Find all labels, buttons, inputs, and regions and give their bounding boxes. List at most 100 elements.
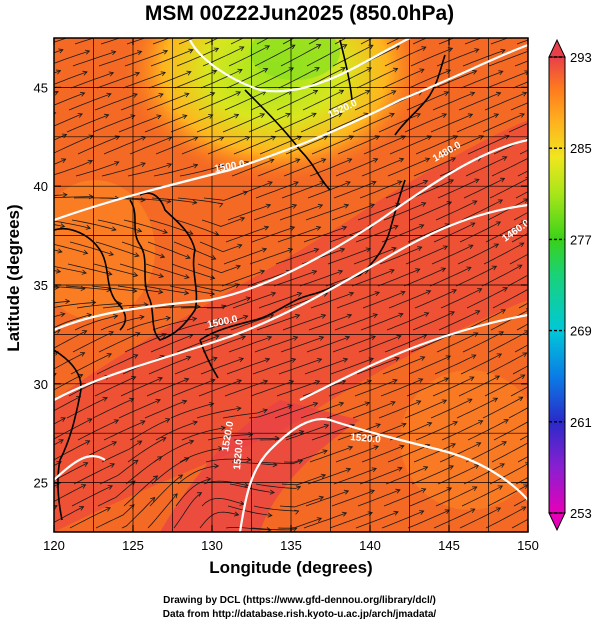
streamline-arrow (519, 113, 525, 118)
streamline-arrow (524, 70, 528, 76)
streamline-arrow (347, 158, 353, 163)
streamline (97, 480, 136, 507)
streamline (205, 458, 251, 463)
streamline-arrow (373, 158, 379, 163)
streamline (436, 332, 478, 353)
streamline (387, 158, 430, 177)
streamline-arrow (80, 352, 86, 357)
streamline (408, 69, 451, 89)
primorye-coast (244, 89, 331, 191)
colorbar-ticks: 293 285 277 269 261 253 (549, 50, 592, 521)
streamline (485, 506, 526, 529)
japan-kyushu (199, 339, 219, 379)
streamline (358, 335, 402, 353)
streamline (72, 331, 114, 353)
x-tick-label: 130 (201, 538, 223, 553)
streamline-arrow (161, 437, 167, 442)
streamline-arrow (213, 231, 220, 236)
streamline-arrow (424, 157, 431, 163)
streamline-arrow (270, 291, 277, 297)
streamline-arrow (132, 288, 138, 294)
colorbar-top-arrow (548, 38, 566, 58)
streamline-arrow (338, 89, 345, 95)
streamline-arrow (544, 396, 549, 400)
streamline-arrow (365, 90, 371, 95)
streamline (200, 358, 244, 375)
streamline-arrow (529, 28, 534, 32)
streamline-arrow (392, 67, 399, 73)
streamline-arrow (445, 69, 452, 74)
streamline (150, 334, 193, 353)
streamline-arrow (54, 112, 57, 116)
streamline (247, 270, 291, 287)
streamline-arrow (337, 269, 344, 275)
streamline (231, 159, 274, 177)
streamline (461, 485, 503, 507)
streamline (54, 160, 93, 176)
streamline-arrow (323, 423, 330, 429)
streamline-arrow (475, 310, 481, 315)
streamline-arrow (288, 67, 295, 72)
streamline-arrow (348, 135, 355, 141)
streamline-arrow (135, 332, 141, 337)
streamline (174, 70, 217, 89)
axis-ticks: 120 125 130 135 140 145 150 25 30 35 40 45 (34, 38, 539, 553)
streamline-arrow (528, 287, 533, 291)
streamline-arrow (445, 355, 452, 361)
streamline-arrow (114, 135, 121, 141)
streamline (100, 316, 144, 331)
streamline-arrow (266, 23, 271, 27)
streamline (200, 69, 243, 89)
streamline (179, 164, 224, 177)
streamline-arrow (105, 507, 111, 512)
streamline-arrow (265, 203, 272, 209)
streamline (363, 135, 406, 155)
streamline-arrow (495, 507, 502, 513)
streamline (251, 226, 295, 243)
streamline-arrow (160, 71, 166, 77)
streamline-arrow (391, 246, 397, 252)
streamline-arrow (492, 397, 499, 403)
streamline-arrow (54, 351, 59, 356)
streamline (119, 263, 164, 278)
streamline (462, 49, 506, 67)
contour-1520-c (238, 417, 528, 532)
streamline (413, 157, 456, 177)
streamline-arrow (450, 443, 456, 448)
streamline-arrow (82, 70, 88, 76)
streamline-arrow (108, 251, 114, 256)
streamline (181, 136, 224, 155)
streamline-arrow (77, 113, 83, 118)
streamline-arrow (467, 398, 473, 404)
streamline-arrow (212, 356, 218, 362)
streamline (54, 113, 83, 127)
mild-patch-east (400, 370, 528, 510)
streamline-arrow (54, 90, 59, 96)
streamline-arrow (214, 334, 220, 340)
streamline (384, 46, 427, 67)
streamline (233, 136, 276, 155)
streamline-arrow (473, 332, 479, 337)
streamline (326, 402, 370, 419)
streamline-arrow (452, 421, 458, 426)
streamline (281, 181, 325, 199)
streamline (378, 113, 421, 133)
streamline-arrow (264, 45, 271, 50)
streamline-arrow (397, 466, 403, 472)
streamline-arrow (259, 113, 266, 118)
streamline-arrow (58, 48, 64, 54)
streamline (98, 51, 142, 67)
streamline (127, 163, 172, 177)
streamline-arrow (111, 226, 117, 232)
streamline (483, 242, 524, 265)
streamline-arrow (311, 112, 317, 118)
sakhalin (339, 39, 353, 101)
streamline (174, 357, 218, 375)
streamline-arrow (139, 314, 145, 320)
streamline (198, 379, 242, 397)
streamline-arrow (221, 304, 227, 310)
streamline-arrow (57, 248, 63, 254)
streamline (126, 317, 171, 331)
streamline (54, 243, 88, 254)
streamline (466, 287, 508, 309)
